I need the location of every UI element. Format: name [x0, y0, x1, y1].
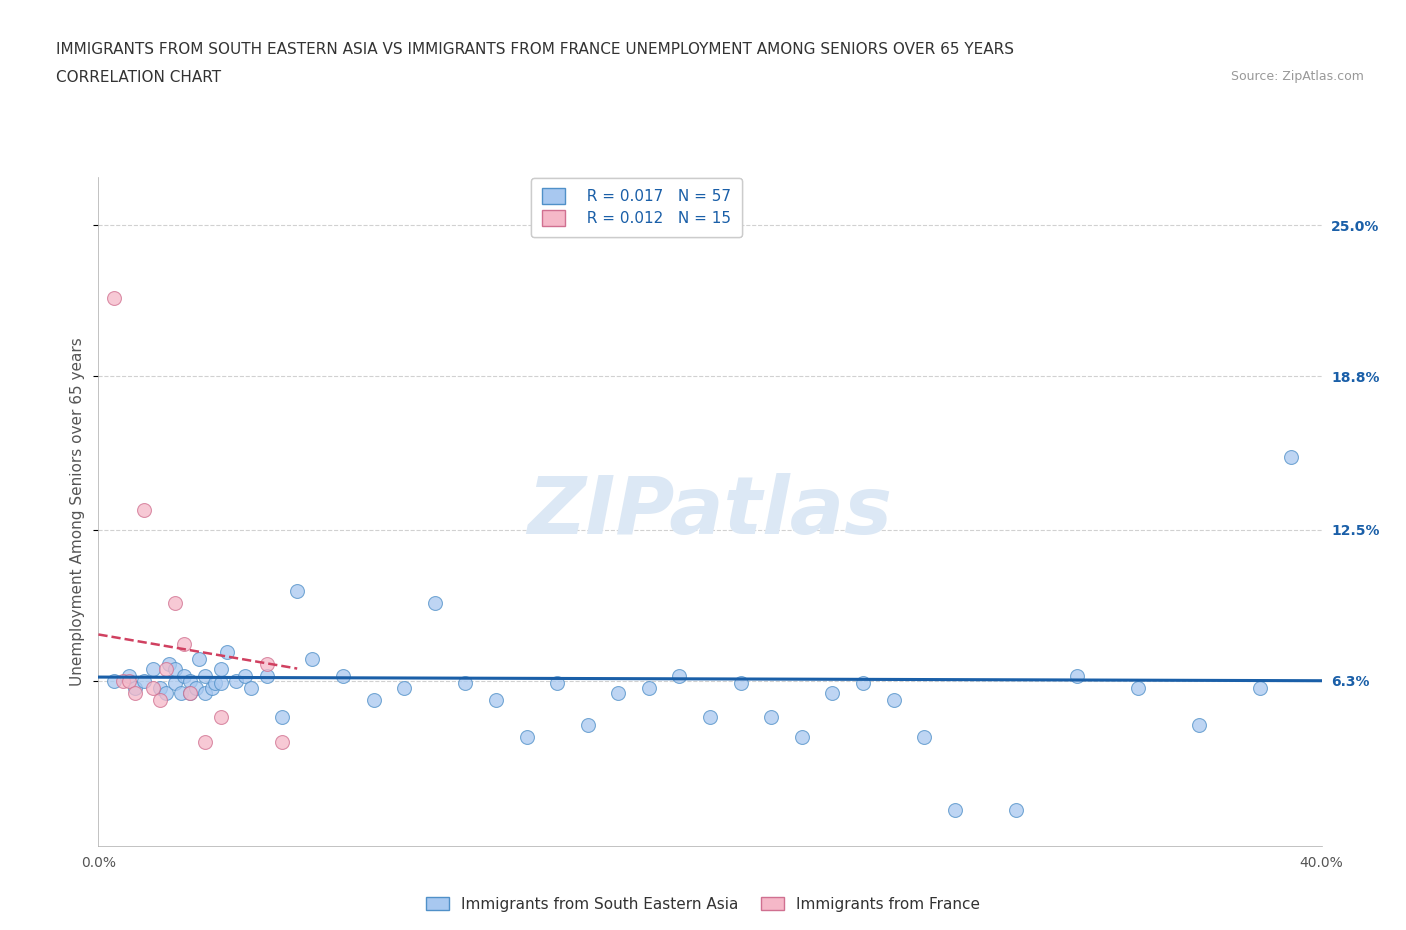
Text: IMMIGRANTS FROM SOUTH EASTERN ASIA VS IMMIGRANTS FROM FRANCE UNEMPLOYMENT AMONG : IMMIGRANTS FROM SOUTH EASTERN ASIA VS IM… — [56, 42, 1014, 57]
Point — [179, 685, 201, 700]
Point — [883, 693, 905, 708]
Point — [134, 673, 156, 688]
Point — [188, 651, 211, 666]
Point — [730, 676, 752, 691]
Point — [134, 503, 156, 518]
Point — [179, 685, 201, 700]
Point — [194, 734, 217, 749]
Text: ZIPatlas: ZIPatlas — [527, 472, 893, 551]
Point — [270, 734, 292, 749]
Point — [485, 693, 508, 708]
Point — [668, 669, 690, 684]
Point — [163, 676, 186, 691]
Point — [215, 644, 238, 659]
Point — [209, 710, 232, 724]
Legend:   R = 0.017   N = 57,   R = 0.012   N = 15: R = 0.017 N = 57, R = 0.012 N = 15 — [531, 178, 742, 237]
Point — [790, 729, 813, 744]
Point — [852, 676, 875, 691]
Point — [209, 661, 232, 676]
Point — [363, 693, 385, 708]
Point — [173, 637, 195, 652]
Point — [454, 676, 477, 691]
Point — [912, 729, 935, 744]
Legend: Immigrants from South Eastern Asia, Immigrants from France: Immigrants from South Eastern Asia, Immi… — [419, 890, 987, 918]
Point — [111, 673, 134, 688]
Point — [240, 681, 263, 696]
Point — [546, 676, 568, 691]
Point — [124, 685, 146, 700]
Point — [200, 681, 222, 696]
Y-axis label: Unemployment Among Seniors over 65 years: Unemployment Among Seniors over 65 years — [70, 338, 86, 686]
Point — [943, 803, 966, 817]
Point — [103, 291, 125, 306]
Point — [1249, 681, 1271, 696]
Point — [225, 673, 247, 688]
Point — [285, 583, 308, 598]
Point — [118, 669, 141, 684]
Point — [301, 651, 323, 666]
Point — [194, 669, 217, 684]
Point — [103, 673, 125, 688]
Point — [173, 669, 195, 684]
Point — [699, 710, 721, 724]
Point — [423, 595, 446, 610]
Point — [576, 717, 599, 732]
Point — [142, 661, 165, 676]
Point — [1279, 449, 1302, 464]
Point — [637, 681, 661, 696]
Point — [256, 669, 278, 684]
Point — [270, 710, 292, 724]
Point — [1128, 681, 1150, 696]
Point — [155, 661, 177, 676]
Point — [194, 685, 217, 700]
Point — [157, 657, 180, 671]
Point — [118, 673, 141, 688]
Point — [516, 729, 538, 744]
Point — [149, 681, 172, 696]
Point — [163, 661, 186, 676]
Point — [179, 673, 201, 688]
Point — [1066, 669, 1088, 684]
Point — [155, 685, 177, 700]
Point — [124, 681, 146, 696]
Point — [170, 685, 193, 700]
Point — [392, 681, 416, 696]
Point — [142, 681, 165, 696]
Text: Source: ZipAtlas.com: Source: ZipAtlas.com — [1230, 70, 1364, 83]
Point — [186, 681, 208, 696]
Point — [759, 710, 782, 724]
Text: CORRELATION CHART: CORRELATION CHART — [56, 70, 221, 85]
Point — [149, 693, 172, 708]
Point — [607, 685, 630, 700]
Point — [332, 669, 354, 684]
Point — [256, 657, 278, 671]
Point — [233, 669, 256, 684]
Point — [204, 676, 226, 691]
Point — [1004, 803, 1026, 817]
Point — [1188, 717, 1211, 732]
Point — [209, 676, 232, 691]
Point — [821, 685, 844, 700]
Point — [163, 595, 186, 610]
